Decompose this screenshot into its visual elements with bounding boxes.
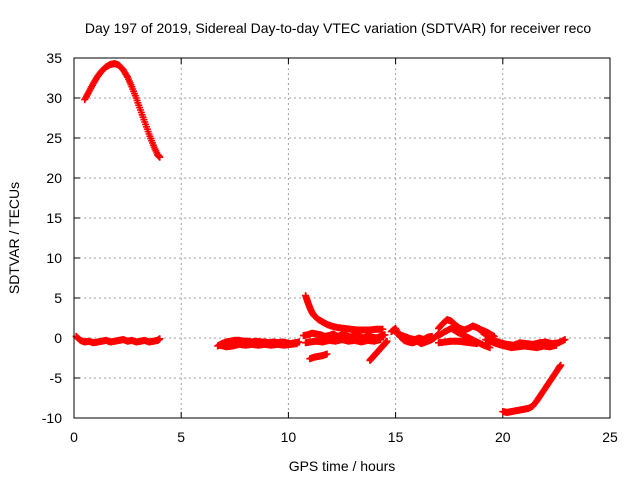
- x-tick-label: 25: [602, 429, 618, 445]
- data-point: [557, 361, 565, 369]
- x-tick-label: 5: [177, 429, 185, 445]
- y-tick-label: 15: [46, 210, 62, 226]
- y-tick-label: 20: [46, 170, 62, 186]
- data-point: [293, 340, 301, 348]
- x-tick-label: 10: [281, 429, 297, 445]
- data-points: [72, 60, 569, 416]
- data-point: [379, 325, 387, 333]
- x-tick-label: 15: [388, 429, 404, 445]
- y-tick-label: -10: [42, 410, 62, 426]
- y-tick-label: 25: [46, 130, 62, 146]
- x-tick-label: 20: [495, 429, 511, 445]
- chart-title: Day 197 of 2019, Sidereal Day-to-day VTE…: [85, 20, 591, 36]
- y-tick-label: 5: [54, 290, 62, 306]
- x-axis-label: GPS time / hours: [289, 458, 396, 474]
- axis-ticks: 0 5 10 15 20 25 -10 -5 0 5 10 15 20 25 30 35: [42, 50, 618, 445]
- x-tick-label: 0: [70, 429, 78, 445]
- y-tick-label: 0: [54, 330, 62, 346]
- y-axis-label: SDTVAR / TECUs: [6, 182, 22, 294]
- data-point: [156, 335, 164, 343]
- y-tick-label: 30: [46, 90, 62, 106]
- data-point: [383, 337, 391, 345]
- data-point: [323, 350, 331, 358]
- data-point: [377, 336, 385, 344]
- data-point: [428, 332, 436, 340]
- y-tick-label: -5: [50, 370, 63, 386]
- data-point: [473, 340, 481, 348]
- data-point: [486, 344, 494, 352]
- plot-frame: [73, 57, 611, 419]
- y-tick-label: 35: [46, 50, 62, 66]
- data-point: [561, 336, 569, 344]
- grid: [74, 58, 610, 418]
- data-point: [156, 153, 164, 161]
- data-point: [552, 341, 560, 349]
- data-point: [381, 331, 389, 339]
- y-tick-label: 10: [46, 250, 62, 266]
